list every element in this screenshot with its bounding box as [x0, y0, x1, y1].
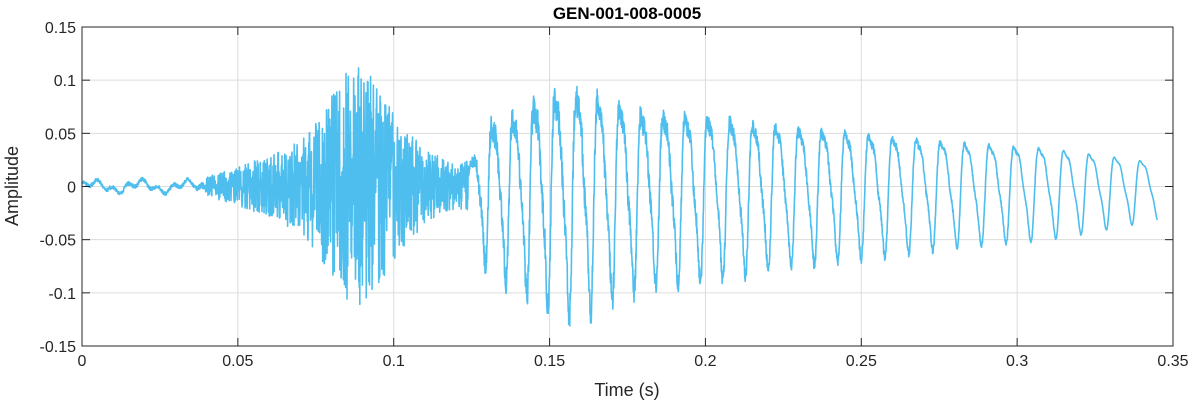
x-tick-labels: 0 0.05 0.1 0.15 0.2 0.25 0.3 0.35 [78, 353, 1189, 370]
x-tick-label: 0.25 [846, 353, 877, 370]
y-tick-label: 0 [67, 180, 76, 197]
chart-title: GEN-001-008-0005 [553, 4, 701, 23]
y-tick-label: -0.15 [40, 339, 77, 356]
x-tick-label: 0.2 [694, 353, 716, 370]
x-tick-label: 0.15 [534, 353, 565, 370]
tick-marks [81, 26, 1174, 347]
y-tick-label: 0.05 [45, 126, 76, 143]
y-tick-label: 0.1 [54, 73, 76, 90]
y-tick-label: -0.1 [48, 286, 76, 303]
x-tick-label: 0.35 [1157, 353, 1188, 370]
waveform-line [81, 67, 1159, 327]
x-tick-label: 0.05 [222, 353, 253, 370]
y-tick-labels: -0.15 -0.1 -0.05 0 0.05 0.1 0.15 [40, 20, 77, 356]
x-tick-label: 0.1 [383, 353, 405, 370]
x-axis-label: Time (s) [594, 380, 659, 400]
series-layer [81, 67, 1159, 327]
y-tick-label: 0.15 [45, 20, 76, 37]
y-tick-label: -0.05 [40, 233, 77, 250]
x-tick-label: 0.3 [1006, 353, 1028, 370]
x-tick-label: 0 [78, 353, 87, 370]
y-axis-label: Amplitude [2, 146, 22, 226]
